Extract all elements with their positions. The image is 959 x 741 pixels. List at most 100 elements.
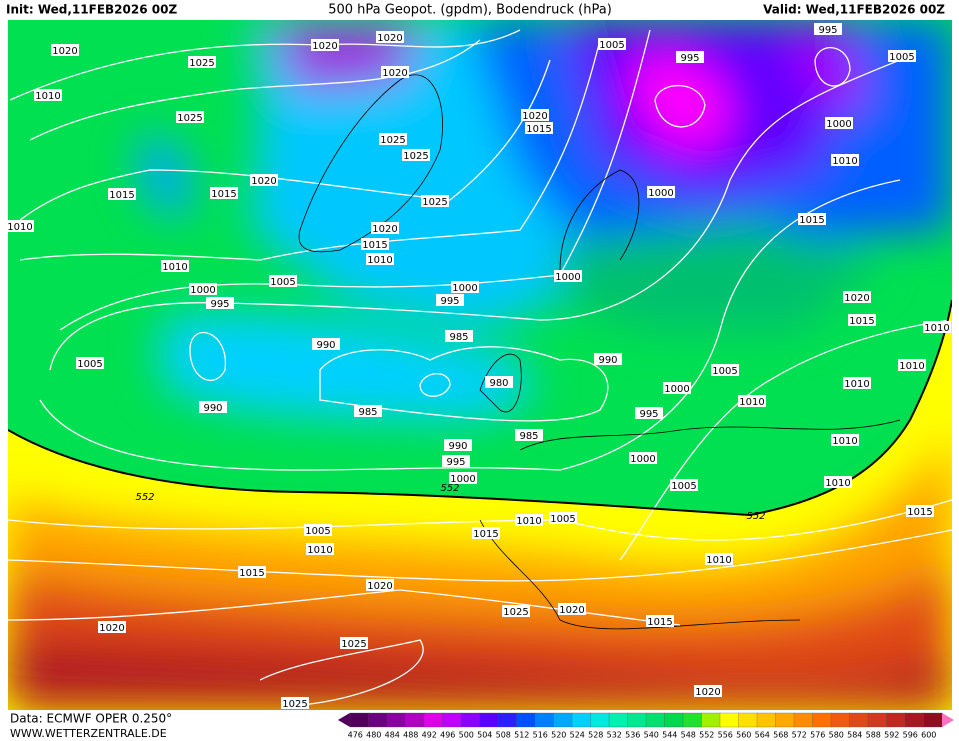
isobar-label-box bbox=[366, 253, 394, 265]
scale-label: 496 bbox=[440, 731, 455, 740]
isobar-label-box bbox=[269, 275, 297, 287]
isobar-label-box bbox=[525, 122, 553, 134]
isobar-label: 1000 bbox=[630, 454, 655, 465]
isobar-label: 1020 bbox=[52, 46, 77, 57]
scale-cell bbox=[775, 712, 795, 728]
isobar-label-box bbox=[515, 429, 543, 441]
scale-cell bbox=[590, 712, 610, 728]
isobar-label-box bbox=[647, 186, 675, 198]
scale-cell bbox=[904, 712, 925, 728]
isobar-label: 1025 bbox=[177, 113, 202, 124]
isobar-label-box bbox=[76, 357, 104, 369]
scale-label: 480 bbox=[366, 731, 381, 740]
isobar-label: 1010 bbox=[924, 323, 949, 334]
scale-cell bbox=[830, 712, 851, 728]
isobar-label-box bbox=[421, 195, 449, 207]
scale-cell bbox=[349, 712, 370, 728]
isobar-label: 1020 bbox=[99, 623, 124, 634]
scale-cell bbox=[479, 712, 499, 728]
isobar-label: 1020 bbox=[695, 687, 720, 698]
scale-label: 568 bbox=[773, 731, 788, 740]
isobar-label-box bbox=[312, 338, 340, 350]
scale-label: 596 bbox=[903, 731, 918, 740]
scale-cell bbox=[423, 712, 444, 728]
isobar-label-box bbox=[98, 621, 126, 633]
isobar-label-box bbox=[888, 50, 916, 62]
scale-label: 540 bbox=[644, 731, 659, 740]
scale-cell bbox=[701, 712, 721, 728]
isobars bbox=[8, 29, 952, 706]
map: 1020 1025 1020 1020 1020 1005 995 995 1005 1010 10… bbox=[8, 20, 952, 710]
isobar-label: 1000 bbox=[452, 283, 477, 294]
isobar-label: 995 bbox=[818, 25, 837, 36]
coastlines bbox=[298, 74, 901, 630]
isobar-label-box bbox=[366, 579, 394, 591]
isobar-label: 1010 bbox=[35, 91, 60, 102]
isobar-label-box bbox=[825, 117, 853, 129]
isobar-label-box bbox=[472, 527, 500, 539]
scale-cell bbox=[886, 712, 906, 728]
scale-label: 536 bbox=[625, 731, 640, 740]
isobar-label: 1020 bbox=[382, 68, 407, 79]
scale-label: 476 bbox=[348, 731, 363, 740]
scale-label: 580 bbox=[829, 731, 844, 740]
map-title: 500 hPa Geopot. (gpdm), Bodendruck (hPa) bbox=[328, 3, 612, 18]
isobar-label-box bbox=[379, 133, 407, 145]
isobar-label-box bbox=[51, 44, 79, 56]
scale-label: 576 bbox=[810, 731, 825, 740]
isobar-label: 1015 bbox=[526, 124, 551, 135]
isobar-label: 990 bbox=[598, 355, 617, 366]
scale-label: 520 bbox=[551, 731, 566, 740]
scale-cell bbox=[386, 712, 407, 728]
isobar-label-box bbox=[843, 377, 871, 389]
isobar-label-box bbox=[598, 38, 626, 50]
isobar-label-box bbox=[210, 187, 238, 199]
isobar-label: 1020 bbox=[251, 176, 276, 187]
isobar-label: 1010 bbox=[739, 397, 764, 408]
isobar-label: 1025 bbox=[503, 607, 528, 618]
scale-cell bbox=[812, 712, 832, 728]
isobar-label-box bbox=[381, 66, 409, 78]
contour-label: 552 bbox=[135, 492, 154, 503]
scale-cell bbox=[849, 712, 869, 728]
isobar-label-box bbox=[311, 39, 339, 51]
isobar-label: 1010 bbox=[832, 436, 857, 447]
isobar-label-box bbox=[376, 31, 404, 43]
isobar-label: 1000 bbox=[555, 272, 580, 283]
scale-arrow-right bbox=[942, 713, 954, 727]
isobar-label: 1010 bbox=[162, 262, 187, 273]
scale-label: 564 bbox=[755, 731, 770, 740]
isobar-label: 995 bbox=[639, 409, 658, 420]
isobar-label-box bbox=[594, 353, 622, 365]
isobar-label-box bbox=[361, 238, 389, 250]
isobar-label: 1015 bbox=[211, 189, 236, 200]
isobar-label-box bbox=[502, 605, 530, 617]
scale-label: 492 bbox=[422, 731, 437, 740]
isobar-label-box bbox=[444, 439, 472, 451]
scale-cell bbox=[627, 712, 647, 728]
init-text: Init: Wed,11FEB2026 00Z bbox=[6, 3, 177, 17]
scale-cell bbox=[664, 712, 684, 728]
isobar-label: 1025 bbox=[282, 699, 307, 710]
scale-label: 600 bbox=[921, 731, 936, 740]
isobar-label: 1010 bbox=[832, 156, 857, 167]
isobar-label: 995 bbox=[210, 299, 229, 310]
scale-label: 524 bbox=[570, 731, 585, 740]
isobar-label-box bbox=[189, 283, 217, 295]
isobar-label-box bbox=[176, 111, 204, 123]
isobar-label-box bbox=[646, 615, 674, 627]
scale-label: 544 bbox=[662, 731, 677, 740]
isobar-label: 1010 bbox=[516, 516, 541, 527]
scale-cell bbox=[738, 712, 758, 728]
isobar-label: 1025 bbox=[403, 151, 428, 162]
isobar-label: 1025 bbox=[422, 197, 447, 208]
isobar-label-box bbox=[8, 220, 34, 232]
scale-cell bbox=[516, 712, 536, 728]
isobar-label-box bbox=[831, 154, 859, 166]
scale-label: 484 bbox=[385, 731, 400, 740]
isobar-label: 1005 bbox=[305, 526, 330, 537]
isobar-label-box bbox=[304, 524, 332, 536]
isobar-label-box bbox=[824, 476, 852, 488]
scale-cell bbox=[608, 712, 629, 728]
isobar-label-box bbox=[281, 697, 309, 709]
